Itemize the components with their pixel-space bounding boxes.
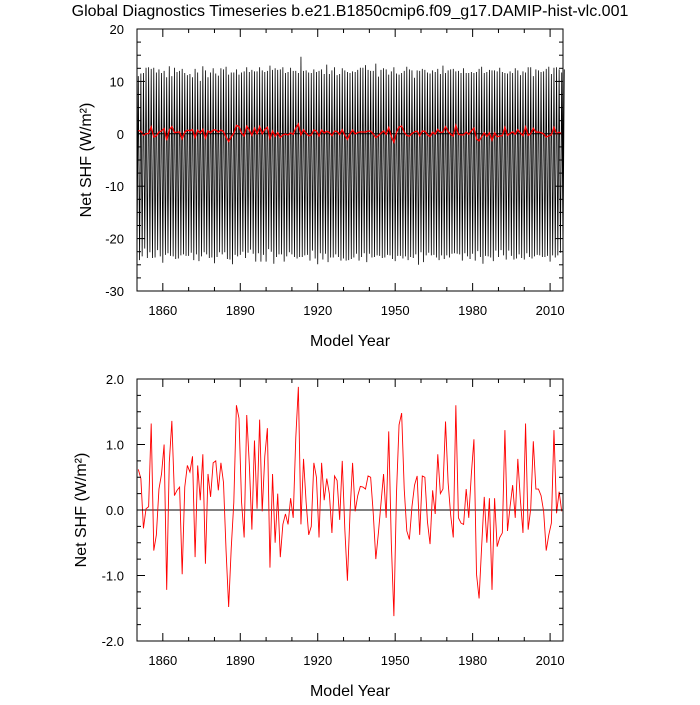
x-tick-label: 2010 bbox=[536, 653, 565, 668]
annual-mean-line bbox=[137, 386, 563, 617]
monthly-line bbox=[136, 56, 565, 265]
y-tick-label: 0.0 bbox=[106, 503, 124, 518]
y-axis-title: Net SHF (W/m²) bbox=[78, 103, 95, 218]
annual-mean-line bbox=[138, 122, 563, 145]
y-tick-label: -10 bbox=[105, 179, 124, 194]
y-tick-label: -1.0 bbox=[102, 569, 124, 584]
panel-bottom: 1860 1890 1920 1950 1980 2010 2.0 1.0 0.0 -1.0 -2.… bbox=[73, 372, 565, 700]
x-tick-label: 1980 bbox=[458, 303, 487, 318]
figure-title: Global Diagnostics Timeseries b.e21.B185… bbox=[72, 3, 629, 20]
y-tick-label: -2.0 bbox=[102, 634, 124, 649]
y-tick-label: 2.0 bbox=[106, 372, 124, 387]
x-tick-label: 1920 bbox=[303, 303, 332, 318]
series-monthly bbox=[136, 56, 565, 265]
y-tick-label: -20 bbox=[105, 232, 124, 247]
panel-top: 1860 1890 1920 1950 1980 201020100-10-20-30Mo… bbox=[78, 22, 565, 350]
x-tick-label: 1920 bbox=[303, 653, 332, 668]
y-tick-label: 20 bbox=[110, 22, 124, 37]
x-tick-label: 2010 bbox=[536, 303, 565, 318]
x-tick-label: 1860 bbox=[148, 653, 177, 668]
x-axis-title: Model Year bbox=[310, 683, 391, 700]
x-axis-title: Model Year bbox=[310, 333, 391, 350]
x-tick-label: 1980 bbox=[458, 653, 487, 668]
y-tick-label: 1.0 bbox=[106, 438, 124, 453]
y-tick-label: 0 bbox=[117, 127, 124, 142]
x-tick-label: 1890 bbox=[226, 653, 255, 668]
x-tick-label: 1950 bbox=[381, 303, 410, 318]
x-tick-label: 1950 bbox=[381, 653, 410, 668]
y-tick-label: -30 bbox=[105, 284, 124, 299]
x-tick-label: 1890 bbox=[226, 303, 255, 318]
x-tick-label: 1860 bbox=[148, 303, 177, 318]
y-tick-label: 10 bbox=[110, 74, 124, 89]
y-axis-title: Net SHF (W/m²) bbox=[73, 453, 90, 568]
